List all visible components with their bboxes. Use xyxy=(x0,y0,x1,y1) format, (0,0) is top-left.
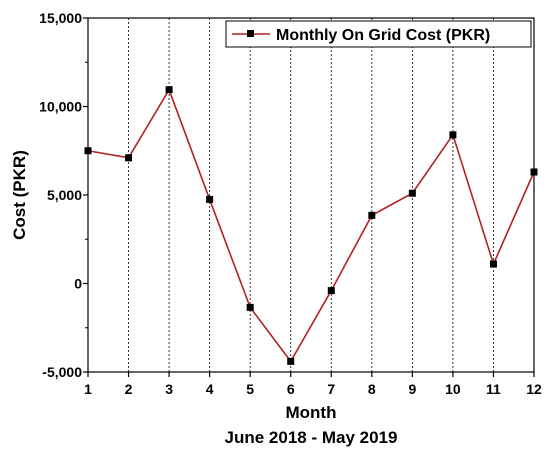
data-point-month-1 xyxy=(84,147,92,155)
x-tick-label: 4 xyxy=(206,381,214,397)
x-tick-label: 7 xyxy=(327,381,335,397)
data-point-month-8 xyxy=(368,211,376,219)
plot-area-border xyxy=(87,17,535,373)
x-tick-label: 5 xyxy=(246,381,254,397)
data-point-month-4 xyxy=(206,195,214,203)
series-line-group xyxy=(84,86,538,365)
x-axis-subtitle: June 2018 - May 2019 xyxy=(225,428,398,447)
x-axis: 1 2 3 4 5 6 7 8 9 10 11 12 xyxy=(84,372,542,397)
data-point-month-7 xyxy=(327,287,335,295)
x-tick-label: 10 xyxy=(445,381,461,397)
legend-marker-sample xyxy=(247,30,254,37)
x-tick-label: 2 xyxy=(125,381,133,397)
data-point-month-6 xyxy=(287,357,295,365)
x-tick-label: 12 xyxy=(526,381,542,397)
y-tick-label: 5,000 xyxy=(47,187,82,203)
x-tick-label: 8 xyxy=(368,381,376,397)
x-tick-label: 9 xyxy=(408,381,416,397)
data-point-month-3 xyxy=(165,86,173,94)
x-tick-label: 1 xyxy=(84,381,92,397)
data-point-month-2 xyxy=(125,154,133,162)
data-point-month-10 xyxy=(449,131,457,139)
series-line xyxy=(87,87,535,363)
grid-lines xyxy=(128,18,494,372)
y-tick-label: 0 xyxy=(74,276,82,292)
data-point-month-9 xyxy=(408,189,416,197)
legend: Monthly On Grid Cost (PKR) xyxy=(225,20,532,48)
y-axis: -5,000 0 5,000 10,000 15,000 xyxy=(39,10,88,380)
x-tick-label: 6 xyxy=(287,381,295,397)
x-axis-title: Month xyxy=(286,403,337,422)
x-tick-label: 3 xyxy=(165,381,173,397)
y-tick-label: -5,000 xyxy=(42,364,82,380)
data-point-month-11 xyxy=(489,260,497,268)
y-tick-label: 15,000 xyxy=(39,10,82,26)
legend-series-name: Monthly On Grid Cost (PKR) xyxy=(276,27,490,44)
legend-box xyxy=(225,20,532,48)
y-tick-label: 10,000 xyxy=(39,99,82,115)
data-point-month-5 xyxy=(246,303,254,311)
x-tick-label: 11 xyxy=(486,381,501,397)
y-axis-title: Cost (PKR) xyxy=(10,150,29,240)
data-point-month-12 xyxy=(530,168,538,176)
